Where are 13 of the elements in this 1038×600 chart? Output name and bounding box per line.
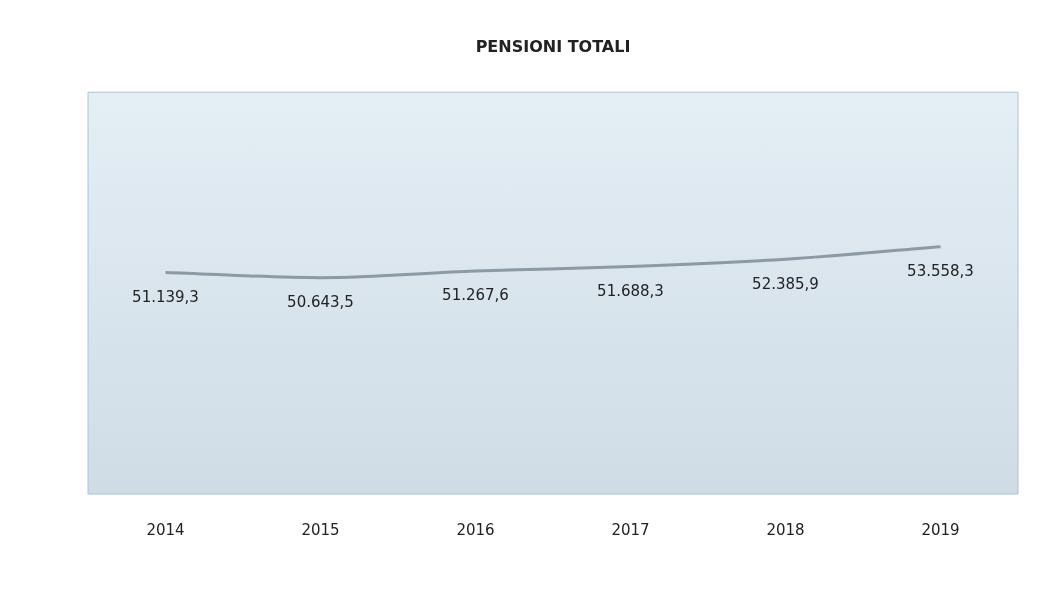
data-label: 51.267,6	[442, 286, 509, 305]
x-tick-label: 2016	[456, 520, 495, 539]
x-tick-label: 2019	[921, 520, 960, 539]
data-label: 53.558,3	[907, 262, 974, 281]
x-tick-label: 2015	[301, 520, 340, 539]
data-label: 51.688,3	[597, 281, 664, 300]
x-tick-label: 2018	[766, 520, 805, 539]
data-label: 52.385,9	[752, 274, 819, 293]
x-tick-label: 2014	[146, 520, 185, 539]
x-tick-label: 2017	[611, 520, 650, 539]
data-label: 50.643,5	[287, 293, 354, 312]
chart-title: PENSIONI TOTALI	[475, 36, 631, 56]
data-label: 51.139,3	[132, 287, 199, 306]
